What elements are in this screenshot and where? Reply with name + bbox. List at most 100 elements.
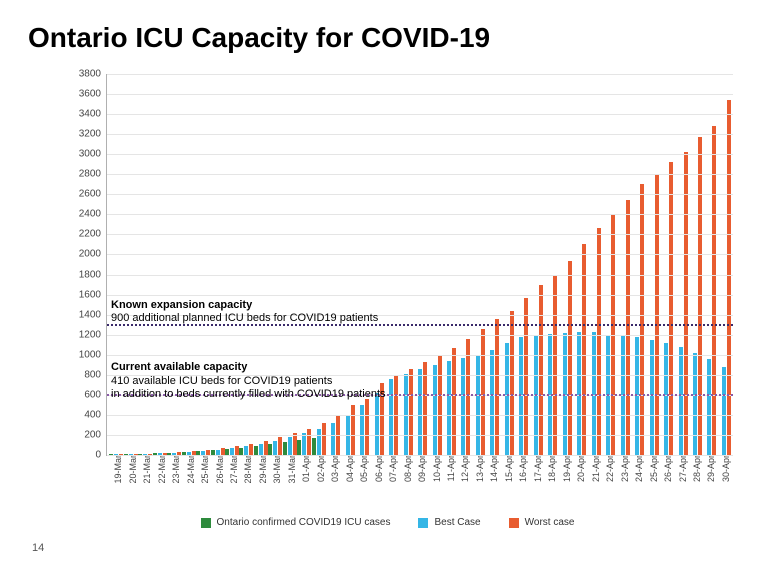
gridline xyxy=(107,94,733,95)
y-tick-label: 2600 xyxy=(79,189,107,200)
y-tick-label: 1400 xyxy=(79,309,107,320)
bar xyxy=(722,367,726,455)
y-tick-label: 3600 xyxy=(79,89,107,100)
bar xyxy=(302,433,306,455)
bar-group: 10-Apr xyxy=(427,74,441,455)
x-tick-label: 29-Apr xyxy=(702,455,716,482)
x-tick-label: 19-Apr xyxy=(558,455,572,482)
chart-title: Ontario ICU Capacity for COVID-19 xyxy=(28,22,747,54)
bar xyxy=(317,429,321,455)
x-tick-label: 07-Apr xyxy=(384,455,398,482)
chart-annotation: Current available capacity410 available … xyxy=(111,361,386,402)
bar-group: 25-Apr xyxy=(644,74,658,455)
bar xyxy=(273,441,277,455)
annotation-line: 900 additional planned ICU beds for COVI… xyxy=(111,312,378,326)
gridline xyxy=(107,74,733,75)
gridline xyxy=(107,435,733,436)
page-number: 14 xyxy=(32,542,44,554)
x-tick-label: 05-Apr xyxy=(355,455,369,482)
x-tick-label: 27-Apr xyxy=(674,455,688,482)
y-tick-label: 1200 xyxy=(79,329,107,340)
bar-group: 16-Apr xyxy=(514,74,528,455)
bar-group: 24-Apr xyxy=(630,74,644,455)
chart-annotation: Known expansion capacity900 additional p… xyxy=(111,299,378,327)
bar-group: 20-Apr xyxy=(572,74,586,455)
bar-group: 22-Apr xyxy=(601,74,615,455)
bar xyxy=(476,355,480,455)
legend: Ontario confirmed COVID19 ICU cases Best … xyxy=(28,517,747,528)
x-tick-label: 25-Mar xyxy=(196,455,210,484)
x-tick-label: 17-Apr xyxy=(529,455,543,482)
gridline xyxy=(107,295,733,296)
gridline xyxy=(107,114,733,115)
x-tick-label: 20-Apr xyxy=(572,455,586,482)
x-tick-label: 28-Mar xyxy=(239,455,253,484)
y-tick-label: 200 xyxy=(84,429,107,440)
bar xyxy=(664,343,668,455)
y-tick-label: 2000 xyxy=(79,249,107,260)
bar xyxy=(389,379,393,455)
x-tick-label: 31-Mar xyxy=(283,455,297,484)
bar xyxy=(288,437,292,455)
x-tick-label: 10-Apr xyxy=(428,455,442,482)
x-tick-label: 20-Mar xyxy=(124,455,138,484)
y-tick-label: 3000 xyxy=(79,149,107,160)
x-tick-label: 23-Mar xyxy=(167,455,181,484)
x-tick-label: 11-Apr xyxy=(442,455,456,481)
gridline xyxy=(107,254,733,255)
bar-group: 12-Apr xyxy=(456,74,470,455)
bar-group: 30-Apr xyxy=(717,74,731,455)
bar-group: 21-Apr xyxy=(586,74,600,455)
slide: Ontario ICU Capacity for COVID-19 19-Mar… xyxy=(0,0,775,568)
x-tick-label: 13-Apr xyxy=(471,455,485,482)
x-tick-label: 30-Mar xyxy=(268,455,282,484)
x-tick-label: 01-Apr xyxy=(297,455,311,482)
legend-label: Best Case xyxy=(434,517,480,528)
bar-group: 27-Apr xyxy=(673,74,687,455)
x-tick-label: 08-Apr xyxy=(399,455,413,482)
bar xyxy=(259,444,263,455)
y-tick-label: 2800 xyxy=(79,169,107,180)
legend-swatch xyxy=(201,518,211,528)
y-tick-label: 2200 xyxy=(79,229,107,240)
y-tick-label: 0 xyxy=(95,450,107,461)
bar xyxy=(461,358,465,455)
x-tick-label: 30-Apr xyxy=(717,455,731,482)
x-tick-label: 29-Mar xyxy=(254,455,268,484)
x-tick-label: 26-Apr xyxy=(659,455,673,482)
x-tick-label: 21-Mar xyxy=(138,455,152,484)
bar xyxy=(283,442,287,455)
bar-group: 08-Apr xyxy=(398,74,412,455)
bar xyxy=(375,393,379,455)
plot-area: 19-Mar20-Mar21-Mar22-Mar23-Mar24-Mar25-M… xyxy=(106,74,733,456)
gridline xyxy=(107,214,733,215)
legend-item: Best Case xyxy=(418,517,480,528)
bar xyxy=(312,438,316,455)
x-tick-label: 19-Mar xyxy=(109,455,123,484)
bar xyxy=(505,343,509,455)
bar-group: 11-Apr xyxy=(442,74,456,455)
bar-group: 07-Apr xyxy=(384,74,398,455)
x-tick-label: 15-Apr xyxy=(500,455,514,482)
legend-item: Ontario confirmed COVID19 ICU cases xyxy=(201,517,391,528)
y-tick-label: 2400 xyxy=(79,209,107,220)
bar xyxy=(650,340,654,455)
bar-group: 13-Apr xyxy=(471,74,485,455)
gridline xyxy=(107,154,733,155)
x-tick-label: 23-Apr xyxy=(616,455,630,482)
legend-swatch xyxy=(509,518,519,528)
annotation-line: in addition to beds currently filled wit… xyxy=(111,388,386,402)
legend-label: Worst case xyxy=(525,517,575,528)
annotation-line: 410 available ICU beds for COVID19 patie… xyxy=(111,375,386,389)
x-tick-label: 24-Apr xyxy=(630,455,644,482)
y-tick-label: 1800 xyxy=(79,269,107,280)
bar-group: 15-Apr xyxy=(500,74,514,455)
gridline xyxy=(107,134,733,135)
bar xyxy=(244,446,248,455)
gridline xyxy=(107,275,733,276)
x-tick-label: 21-Apr xyxy=(587,455,601,482)
bar xyxy=(707,359,711,455)
gridline xyxy=(107,194,733,195)
bar-group: 23-Apr xyxy=(615,74,629,455)
bar-group: 14-Apr xyxy=(485,74,499,455)
